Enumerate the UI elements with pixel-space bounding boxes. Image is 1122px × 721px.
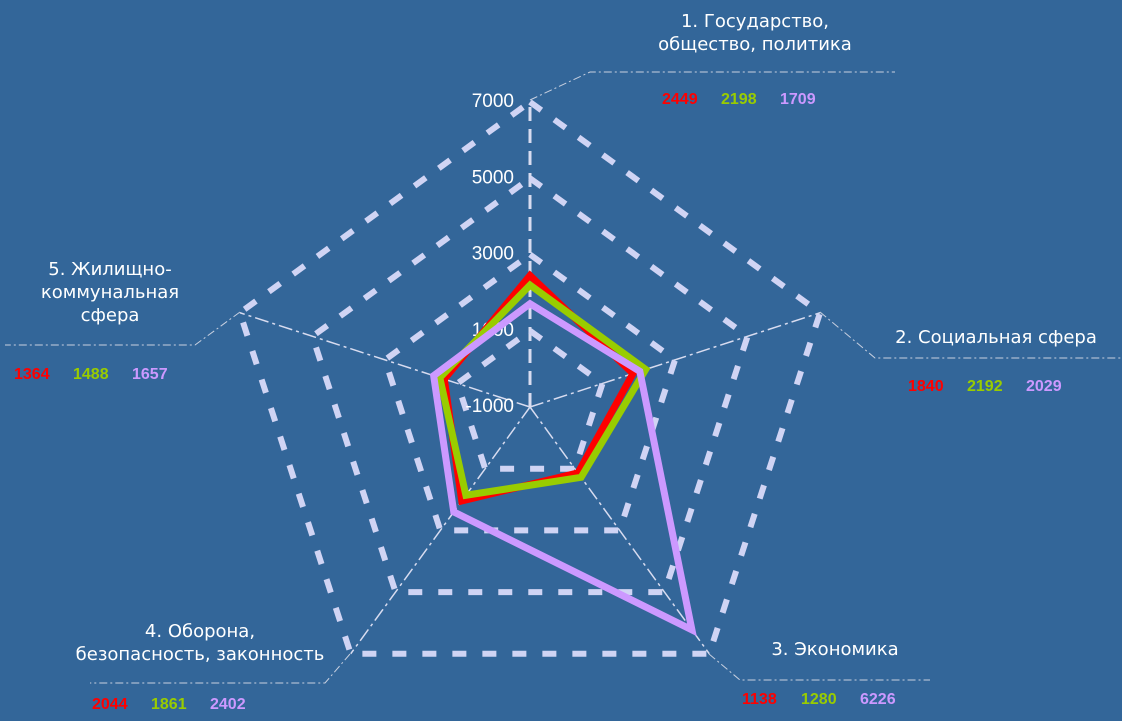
leader-line	[5, 311, 241, 346]
category-label: 4. Оборона, безопасность, законность	[75, 621, 325, 665]
value-label: 2402	[210, 696, 246, 713]
tick-label: -1000	[465, 396, 514, 417]
leader-line	[708, 653, 930, 681]
value-label: 2449	[662, 91, 698, 108]
value-label: 1364	[14, 366, 50, 383]
value-label: 2044	[92, 696, 128, 713]
value-label: 1138	[742, 691, 777, 708]
category-label: 3. Экономика	[771, 639, 899, 660]
series-line	[435, 280, 651, 500]
tick-label: 3000	[472, 244, 514, 265]
value-label: 2029	[1026, 378, 1062, 395]
value-label: 2198	[721, 91, 757, 108]
value-label: 6226	[860, 691, 896, 708]
axis-spoke	[529, 406, 710, 655]
axis-spoke	[529, 312, 821, 408]
value-label: 1709	[780, 91, 816, 108]
tick-label: 5000	[472, 167, 514, 188]
grid-line	[308, 174, 752, 596]
axis-spoke	[350, 406, 531, 655]
category-label: 5. Жилищно- коммунальная сфера	[40, 259, 180, 326]
value-label: 2192	[967, 378, 1003, 395]
leader-line	[529, 71, 895, 101]
axis-spoke	[239, 312, 531, 408]
value-label: 1861	[151, 696, 187, 713]
value-label: 1280	[801, 691, 837, 708]
value-label: 1488	[73, 366, 109, 383]
category-label: 1. Государство, общество, политика	[658, 11, 852, 55]
leader-line	[90, 653, 351, 684]
tick-label: 7000	[472, 91, 514, 112]
value-label: 1840	[908, 378, 944, 395]
series-line	[429, 299, 697, 637]
value-label: 1657	[132, 366, 168, 383]
category-label: 2. Социальная сфера	[895, 327, 1097, 348]
leader-line	[819, 311, 1122, 359]
grid-line	[453, 327, 607, 472]
